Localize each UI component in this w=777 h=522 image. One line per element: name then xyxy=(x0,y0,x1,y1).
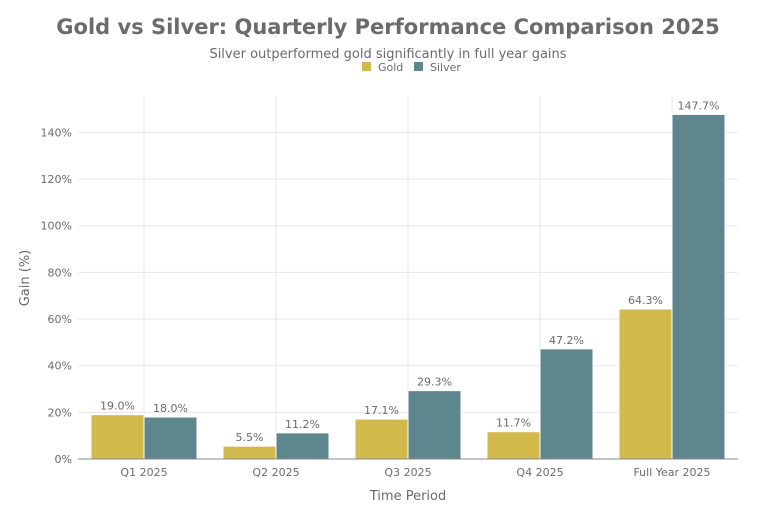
y-tick-label: 120% xyxy=(41,173,72,186)
bar-silver xyxy=(671,113,726,460)
data-label: 18.0% xyxy=(153,402,188,415)
bar-gold xyxy=(618,308,673,460)
x-tick-label: Q4 2025 xyxy=(516,466,563,479)
x-axis-title: Time Period xyxy=(369,489,446,504)
data-label: 5.5% xyxy=(236,431,264,444)
x-tick-label: Q2 2025 xyxy=(252,466,299,479)
data-label: 19.0% xyxy=(100,400,135,413)
y-tick-label: 100% xyxy=(41,220,72,233)
legend-label-silver: Silver xyxy=(430,61,461,74)
y-tick-label: 40% xyxy=(48,360,72,373)
bar-silver xyxy=(275,432,330,460)
chart-title: Gold vs Silver: Quarterly Performance Co… xyxy=(56,15,719,39)
legend-swatch-gold xyxy=(362,62,371,71)
data-label: 11.2% xyxy=(285,418,320,431)
x-tick-label: Q3 2025 xyxy=(384,466,431,479)
x-tick-label: Full Year 2025 xyxy=(633,466,710,479)
y-tick-label: 140% xyxy=(41,126,72,139)
legend: Gold Silver xyxy=(362,61,461,74)
axes: 0% 20% 40% 60% 80% 100% 120% 140% Q1 2025 Q2 2025… xyxy=(41,126,738,479)
y-tick-label: 0% xyxy=(55,453,72,466)
data-label: 64.3% xyxy=(628,294,663,307)
y-tick-label: 80% xyxy=(48,266,72,279)
bar-gold xyxy=(354,418,409,460)
bar-gold xyxy=(486,431,541,460)
bar-gold xyxy=(222,445,277,460)
legend-swatch-silver xyxy=(414,62,423,71)
bar-gold xyxy=(90,414,145,460)
data-label: 29.3% xyxy=(417,376,452,389)
data-label: 147.7% xyxy=(678,99,720,112)
bar-silver xyxy=(143,416,198,460)
data-label: 17.1% xyxy=(364,404,399,417)
bar-silver xyxy=(407,390,462,460)
bar-silver xyxy=(539,348,594,460)
legend-label-gold: Gold xyxy=(378,61,403,74)
data-label: 11.7% xyxy=(496,417,531,430)
x-tick-label: Q1 2025 xyxy=(120,466,167,479)
data-label: 47.2% xyxy=(549,334,584,347)
y-axis-title: Gain (%) xyxy=(18,250,33,307)
chart-subtitle: Silver outperformed gold significantly i… xyxy=(209,47,566,62)
bars xyxy=(90,113,726,460)
y-tick-label: 60% xyxy=(48,313,72,326)
y-tick-label: 20% xyxy=(48,406,72,419)
data-labels: 19.0% 18.0% 5.5% 11.2% 17.1% 29.3% 11.7% 47.2% 6… xyxy=(100,99,719,444)
